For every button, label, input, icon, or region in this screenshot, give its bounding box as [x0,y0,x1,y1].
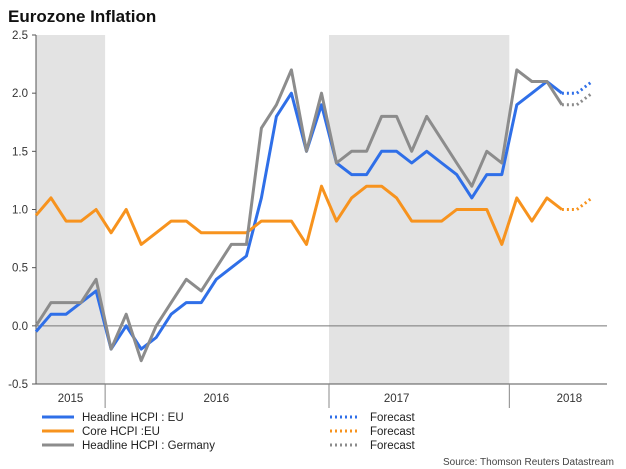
legend-forecast-label: Forecast [370,426,416,438]
x-year-label: 2018 [557,393,583,405]
series-line [34,80,563,351]
series-forecast-line [561,92,593,107]
y-tick-label: 0.0 [12,321,28,333]
chart-title: Eurozone Inflation [8,7,156,26]
y-tick-label: 1.0 [12,205,28,217]
legend-label: Headline HCPI : EU [82,412,184,424]
y-tick-label: 1.5 [12,146,28,158]
y-tick-label: 2.0 [12,88,28,100]
legend-label: Core HCPI :EU [82,426,160,438]
series-forecast-line [561,196,593,211]
legend-forecast-label: Forecast [370,440,416,452]
legend-forecast-label: Forecast [370,412,416,424]
x-year-label: 2015 [58,393,84,405]
y-tick-label: 2.5 [12,30,28,42]
x-year-label: 2016 [204,393,230,405]
source-note: Source: Thomson Reuters Datastream [443,457,614,468]
series-layer [34,68,593,363]
series-line [34,184,563,246]
series-line [34,68,564,363]
series-forecast-line [561,80,593,95]
y-tick-label: 0.5 [12,263,28,275]
x-year-label: 2017 [384,393,410,405]
legend: Headline HCPI : EU Forecast Core HCPI :EU F… [42,412,416,452]
legend-label: Headline HCPI : Germany [82,440,215,452]
y-tick-label: -0.5 [8,379,28,391]
